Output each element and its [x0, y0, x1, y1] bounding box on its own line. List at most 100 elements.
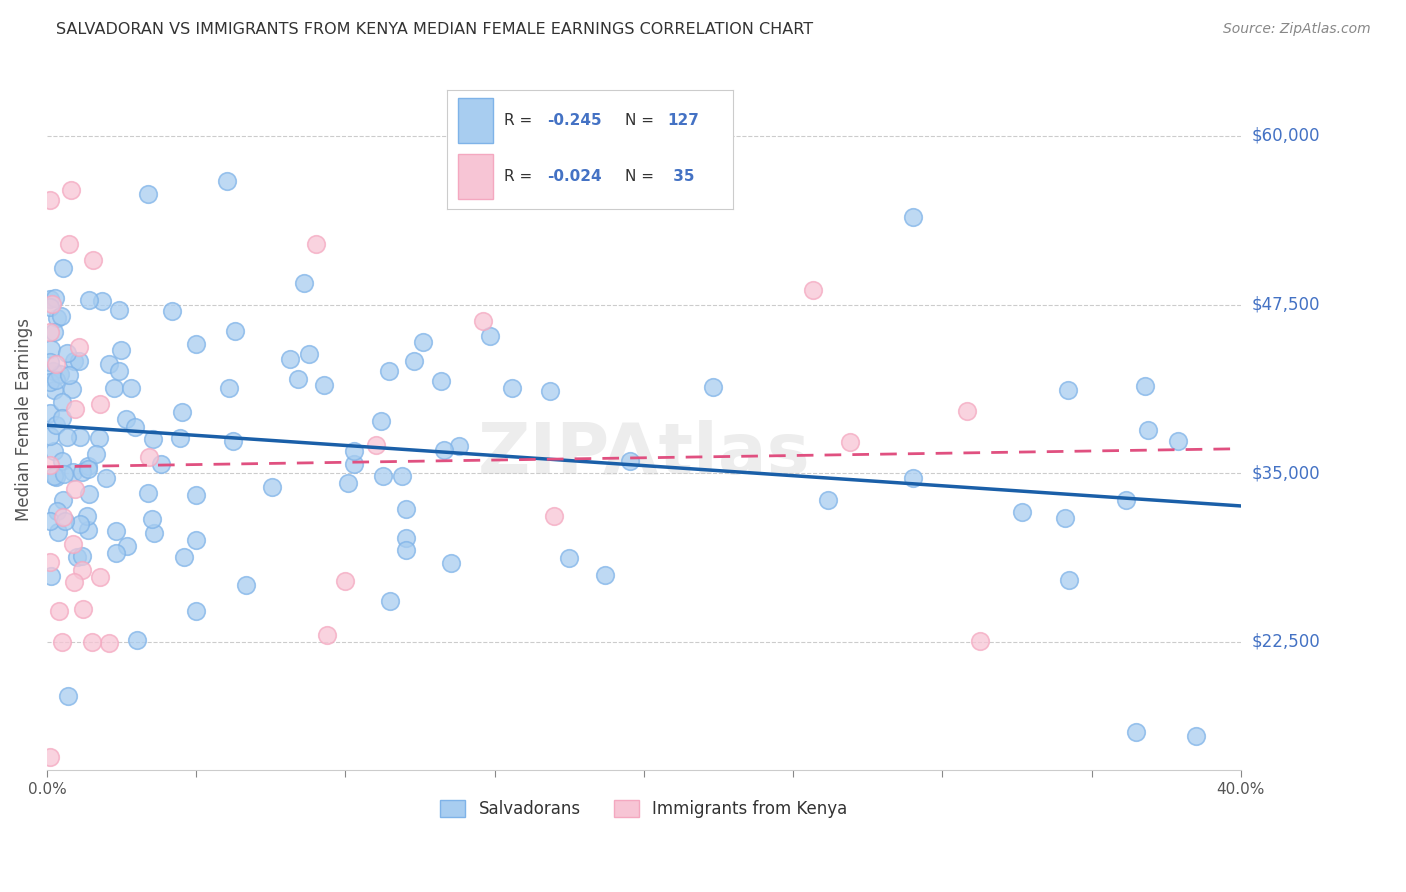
- Point: [51, 454, 73, 468]
- Point: [335, 574, 357, 589]
- Point: [38, 300, 60, 314]
- Point: [97, 357, 120, 371]
- Point: [1057, 383, 1080, 397]
- Point: [478, 329, 501, 343]
- Point: [62, 465, 84, 479]
- Point: [56, 429, 79, 443]
- Point: [337, 476, 360, 491]
- Point: [447, 439, 470, 453]
- Point: [1053, 511, 1076, 525]
- Point: [44, 291, 66, 305]
- Point: [60, 383, 83, 397]
- Point: [262, 480, 284, 494]
- Point: [45, 311, 67, 326]
- Point: [292, 276, 315, 290]
- Point: [89, 570, 111, 584]
- Point: [1125, 725, 1147, 739]
- Point: [38, 514, 60, 528]
- Point: [42, 469, 65, 483]
- Point: [72, 602, 94, 616]
- Point: [42, 325, 65, 339]
- Point: [59, 183, 82, 197]
- Point: [224, 325, 246, 339]
- Point: [433, 443, 456, 458]
- Point: [110, 343, 132, 357]
- Point: [298, 347, 321, 361]
- Point: [619, 454, 641, 468]
- Text: Source: ZipAtlas.com: Source: ZipAtlas.com: [1223, 22, 1371, 37]
- Point: [839, 434, 862, 449]
- Point: [69, 516, 91, 531]
- Point: [801, 284, 824, 298]
- Point: [48, 604, 70, 618]
- Point: [304, 236, 326, 251]
- Point: [45, 357, 67, 371]
- Point: [378, 594, 401, 608]
- Point: [138, 450, 160, 465]
- Point: [52, 261, 75, 276]
- Point: [53, 514, 76, 528]
- Point: [120, 381, 142, 395]
- Point: [70, 549, 93, 564]
- Point: [58, 368, 80, 383]
- Point: [38, 375, 60, 389]
- Point: [278, 351, 301, 366]
- Point: [901, 470, 924, 484]
- Point: [162, 304, 184, 318]
- Point: [287, 372, 309, 386]
- Point: [370, 414, 392, 428]
- Point: [702, 380, 724, 394]
- Text: $35,000: $35,000: [1251, 464, 1320, 483]
- Point: [69, 429, 91, 443]
- Point: [440, 556, 463, 570]
- Text: $60,000: $60,000: [1251, 127, 1320, 145]
- Point: [969, 633, 991, 648]
- Point: [89, 397, 111, 411]
- Point: [66, 549, 89, 564]
- Point: [217, 174, 239, 188]
- Point: [82, 252, 104, 267]
- Point: [218, 381, 240, 395]
- Point: [38, 406, 60, 420]
- Point: [391, 469, 413, 483]
- Point: [49, 309, 72, 323]
- Point: [38, 429, 60, 443]
- Point: [46, 525, 69, 540]
- Point: [38, 326, 60, 340]
- Legend: Salvadorans, Immigrants from Kenya: Salvadorans, Immigrants from Kenya: [433, 793, 855, 825]
- Point: [41, 297, 63, 311]
- Point: [77, 487, 100, 501]
- Point: [84, 447, 107, 461]
- Point: [138, 486, 160, 500]
- Point: [72, 465, 94, 479]
- Point: [314, 378, 336, 392]
- Point: [44, 384, 66, 398]
- Point: [38, 555, 60, 569]
- Point: [593, 568, 616, 582]
- Point: [115, 411, 138, 425]
- Point: [49, 368, 72, 382]
- Point: [76, 458, 98, 473]
- Point: [404, 353, 426, 368]
- Point: [169, 431, 191, 445]
- Point: [91, 293, 114, 308]
- Point: [956, 404, 979, 418]
- Point: [412, 334, 434, 349]
- Point: [1115, 493, 1137, 508]
- Point: [1057, 573, 1080, 587]
- Point: [39, 458, 62, 472]
- Point: [56, 690, 79, 704]
- Point: [107, 363, 129, 377]
- Point: [115, 539, 138, 553]
- Point: [38, 193, 60, 207]
- Point: [45, 504, 67, 518]
- Point: [58, 236, 80, 251]
- Point: [45, 373, 67, 387]
- Point: [52, 493, 75, 508]
- Point: [67, 354, 90, 368]
- Point: [77, 523, 100, 537]
- Y-axis label: Median Female Earnings: Median Female Earnings: [15, 318, 32, 521]
- Point: [70, 564, 93, 578]
- Point: [373, 469, 395, 483]
- Point: [543, 509, 565, 524]
